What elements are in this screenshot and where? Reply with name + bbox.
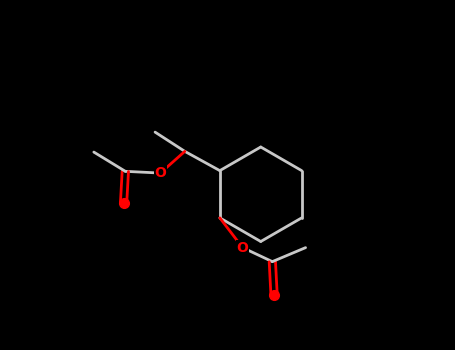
Text: O: O <box>237 241 248 255</box>
Text: O: O <box>154 166 166 180</box>
